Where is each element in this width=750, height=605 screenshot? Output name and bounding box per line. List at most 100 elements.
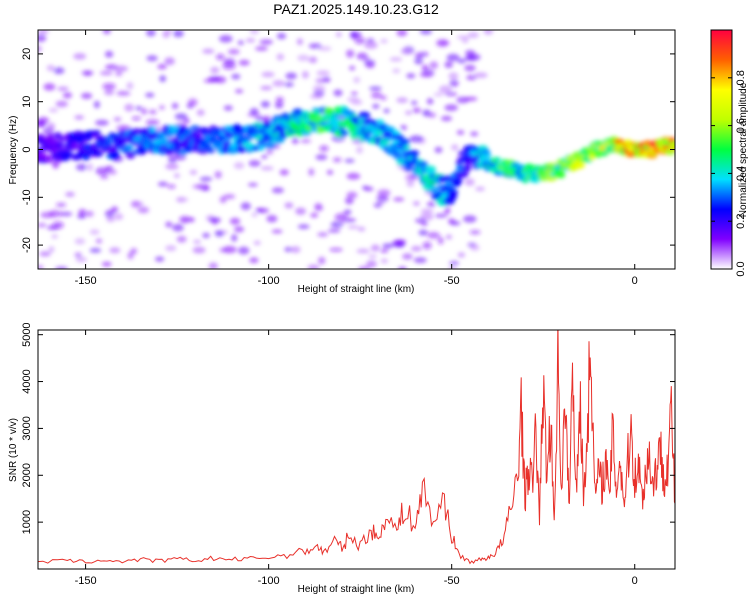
- noise-cell: [73, 53, 87, 60]
- noise-cell: [405, 173, 417, 182]
- noise-cell: [261, 71, 275, 78]
- noise-cell: [134, 106, 143, 111]
- noise-cell: [210, 66, 220, 74]
- noise-cell: [344, 158, 355, 163]
- noise-cell: [469, 230, 481, 235]
- noise-cell: [457, 252, 466, 258]
- noise-cell: [464, 178, 475, 187]
- noise-cell: [137, 206, 150, 214]
- snr-y-ticks: 1000 2000 3000 4000 5000: [21, 322, 675, 534]
- noise-cell: [419, 30, 432, 35]
- noise-cell: [222, 63, 236, 70]
- track-cell: [398, 138, 411, 145]
- noise-cell: [260, 166, 274, 171]
- noise-cell: [368, 254, 377, 259]
- noise-cell: [345, 197, 354, 205]
- track-cell: [462, 164, 472, 173]
- track-cell: [93, 150, 104, 158]
- noise-cell: [266, 215, 278, 223]
- noise-cell: [449, 79, 459, 87]
- track-cell: [411, 156, 418, 164]
- noise-cell: [356, 248, 370, 254]
- noise-cell: [124, 103, 134, 112]
- noise-cell: [191, 184, 204, 189]
- noise-cell: [406, 73, 416, 79]
- noise-cell: [422, 71, 433, 78]
- noise-cell: [52, 163, 59, 169]
- noise-cell: [376, 194, 389, 203]
- noise-cell: [52, 221, 64, 229]
- noise-cell: [85, 210, 94, 217]
- noise-cell: [99, 70, 113, 76]
- noise-cell: [414, 218, 426, 224]
- noise-cell: [43, 83, 56, 91]
- noise-cell: [175, 197, 189, 203]
- noise-cell: [229, 217, 241, 225]
- track-cell: [325, 108, 335, 114]
- noise-cell: [189, 169, 198, 175]
- noise-cell: [347, 225, 359, 230]
- noise-cell: [237, 40, 244, 45]
- noise-cell: [159, 75, 167, 83]
- noise-cell: [276, 53, 285, 61]
- track-cell: [113, 152, 120, 157]
- noise-cell: [314, 202, 323, 210]
- noise-cell: [176, 235, 187, 243]
- colorbar: 0.0 0.2 0.4 0.6 0.8 Normalized spectral ampl…: [710, 29, 749, 277]
- noise-cell: [247, 182, 258, 187]
- spectrogram-y-ticks: -20 -10 0 10 20: [21, 48, 675, 253]
- noise-cell: [249, 30, 260, 35]
- noise-cell: [146, 55, 158, 62]
- noise-cell: [264, 115, 272, 123]
- noise-cell: [335, 32, 342, 37]
- track-cell: [239, 135, 251, 142]
- noise-cell: [369, 86, 382, 91]
- noise-cell: [131, 116, 142, 121]
- noise-cell: [284, 247, 293, 252]
- noise-cell: [113, 117, 122, 122]
- noise-cell: [456, 130, 465, 135]
- noise-cell: [102, 30, 111, 35]
- noise-cell: [260, 85, 273, 91]
- x-tick-label: -150: [75, 275, 97, 287]
- noise-cell: [364, 41, 378, 49]
- noise-cell: [249, 257, 259, 264]
- noise-cell: [465, 49, 476, 57]
- snr-frame: [37, 329, 676, 570]
- noise-cell: [449, 261, 460, 266]
- track-cell: [453, 180, 461, 188]
- noise-cell: [316, 70, 330, 76]
- noise-cell: [356, 52, 368, 60]
- noise-cell: [448, 266, 458, 269]
- noise-cell: [253, 240, 261, 246]
- noise-cell: [223, 245, 237, 254]
- track-cell: [429, 187, 440, 194]
- noise-cell: [358, 265, 371, 269]
- noise-cell: [202, 48, 215, 54]
- noise-cell: [297, 224, 310, 230]
- noise-cell: [231, 73, 241, 80]
- noise-cell: [315, 154, 328, 161]
- noise-cell: [271, 187, 284, 194]
- noise-cell: [354, 37, 366, 45]
- noise-cell: [55, 202, 67, 208]
- noise-cell: [173, 173, 180, 179]
- snr-line: [38, 330, 675, 565]
- noise-cell: [372, 103, 380, 109]
- noise-cell: [366, 260, 377, 268]
- noise-cell: [422, 241, 432, 250]
- noise-cell: [38, 265, 44, 269]
- track-cell: [426, 169, 435, 175]
- colorbar-tick-label: 0.0: [735, 261, 747, 276]
- noise-cell: [473, 72, 488, 79]
- track-cell: [448, 191, 457, 198]
- noise-cell: [172, 223, 184, 232]
- track-cell: [236, 146, 247, 153]
- noise-cell: [74, 238, 86, 245]
- track-cell: [403, 144, 410, 151]
- track-cell: [207, 148, 215, 154]
- noise-cell: [208, 262, 218, 269]
- noise-cell: [456, 35, 470, 40]
- track-cell: [445, 180, 453, 186]
- noise-cell: [326, 169, 334, 175]
